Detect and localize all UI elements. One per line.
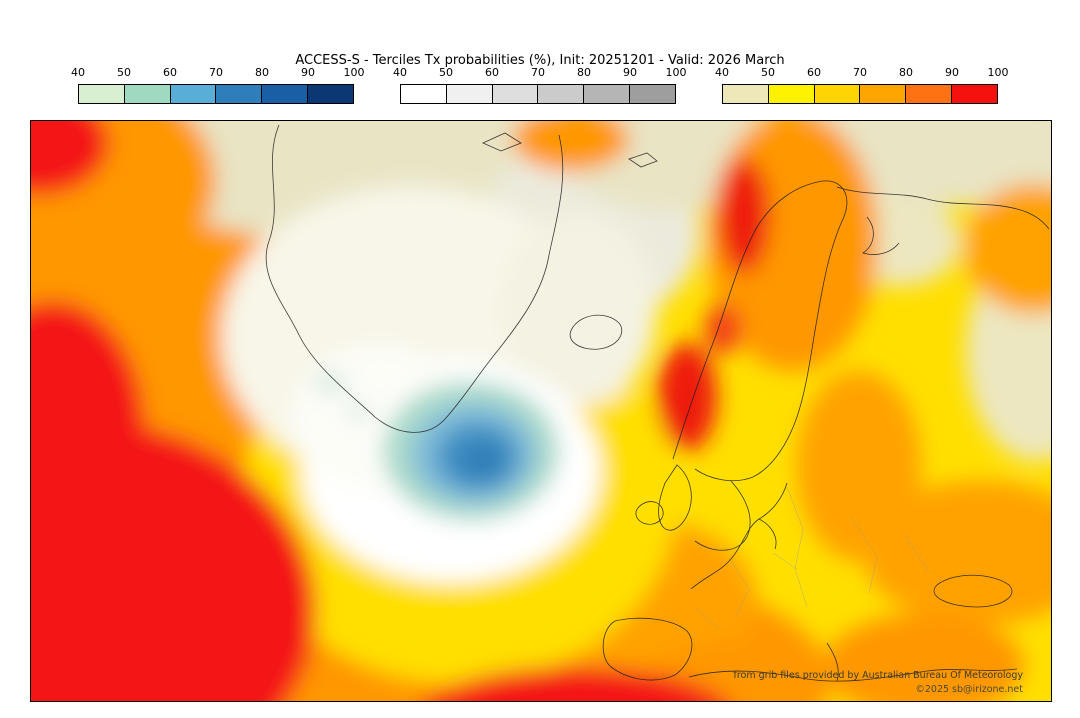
colorbar-above-normal: 40 50 60 70 80 90 100 [715,66,1009,104]
colorbar-swatches [400,84,676,104]
color-swatch [308,85,353,103]
country-borders [694,486,930,630]
color-swatch [630,85,675,103]
tick-label: 40 [715,66,729,79]
color-swatch [170,85,217,103]
colorbar-ticks: 40 50 60 70 80 90 100 [71,66,365,81]
tick-label: 80 [899,66,913,79]
copyright-text: ©2025 sb@irizone.net [915,684,1023,695]
colorbar-ticks: 40 50 60 70 80 90 100 [393,66,687,81]
color-swatch [723,85,769,103]
colorbar-swatches [78,84,354,104]
map-panel: from grib files provided by Australian B… [30,120,1052,702]
color-swatch [584,85,631,103]
color-swatch [906,85,953,103]
tick-label: 60 [485,66,499,79]
color-swatch [262,85,309,103]
tick-label: 70 [531,66,545,79]
tick-label: 70 [853,66,867,79]
color-swatch [124,85,171,103]
tick-label: 40 [71,66,85,79]
color-swatch [814,85,861,103]
credit-text: from grib files provided by Australian B… [733,670,1023,681]
figure-title: ACCESS-S - Terciles Tx probabilities (%)… [295,53,785,68]
tick-label: 100 [665,66,687,79]
color-swatch [860,85,907,103]
color-swatch [538,85,585,103]
color-swatch [952,85,997,103]
tick-label: 100 [987,66,1009,79]
tick-label: 90 [623,66,637,79]
probability-field [31,121,1051,701]
color-swatch [492,85,539,103]
map-canvas [31,121,1051,701]
color-swatch [401,85,447,103]
color-swatch [216,85,263,103]
color-swatch [768,85,815,103]
colorbar-swatches [722,84,998,104]
tick-label: 100 [343,66,365,79]
tick-label: 50 [439,66,453,79]
tick-label: 90 [945,66,959,79]
tick-label: 80 [255,66,269,79]
tick-label: 40 [393,66,407,79]
colorbar-below-normal: 40 50 60 70 80 90 100 [71,66,365,104]
tick-label: 90 [301,66,315,79]
colorbar-near-normal: 40 50 60 70 80 90 100 [393,66,687,104]
color-swatch [79,85,125,103]
tick-label: 80 [577,66,591,79]
tick-label: 60 [807,66,821,79]
tick-label: 50 [117,66,131,79]
tick-label: 50 [761,66,775,79]
tick-label: 60 [163,66,177,79]
color-swatch [446,85,493,103]
colorbar-ticks: 40 50 60 70 80 90 100 [715,66,1009,81]
tick-label: 70 [209,66,223,79]
coastlines [265,124,1050,682]
